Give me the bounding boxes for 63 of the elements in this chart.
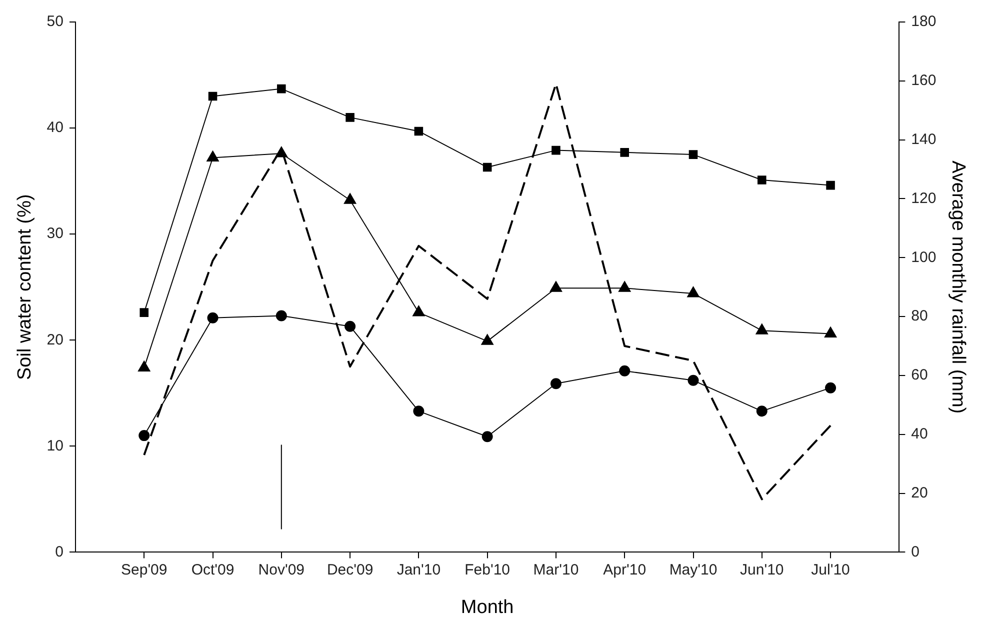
point <box>276 310 287 322</box>
x-tick-label: Mar'10 <box>533 561 579 578</box>
point <box>208 92 218 101</box>
y-axis-title: Soil water content (%) <box>14 194 36 380</box>
y-tick-label: 0 <box>55 543 64 560</box>
point <box>826 180 835 190</box>
x-tick-label: May'10 <box>669 561 718 578</box>
x-tick-label: Feb'10 <box>464 561 510 578</box>
y2-tick-label: 100 <box>911 248 936 266</box>
point <box>756 406 768 417</box>
point <box>346 113 354 122</box>
y2-tick-label: 0 <box>911 543 920 560</box>
y2-tick-label: 40 <box>911 426 928 443</box>
point <box>206 150 219 162</box>
point <box>414 126 424 136</box>
y2-tick-label: 120 <box>911 190 936 207</box>
point <box>687 286 700 298</box>
y2-tick-label: 80 <box>911 308 928 325</box>
y-tick-label: 50 <box>46 13 64 30</box>
point <box>550 281 562 292</box>
point <box>277 84 286 94</box>
point <box>824 326 837 338</box>
point <box>756 324 768 334</box>
x-tick-label: Nov'09 <box>258 561 305 578</box>
y-tick-label: 40 <box>46 119 64 136</box>
point <box>552 146 560 155</box>
point <box>688 374 699 386</box>
point <box>758 176 766 184</box>
x-tick-label: Oct'09 <box>191 561 234 578</box>
x-tick-label: Sep'09 <box>121 561 168 578</box>
y-tick-label: 20 <box>46 331 64 348</box>
y-tick-label: 10 <box>46 437 64 454</box>
x-axis-title: Month <box>460 596 514 618</box>
y-tick-label: 30 <box>46 225 64 242</box>
point <box>138 430 150 442</box>
x-tick-label: Jun'10 <box>740 561 784 578</box>
x-tick-label: Jan'10 <box>396 561 441 578</box>
point <box>140 308 149 317</box>
point <box>825 382 836 394</box>
x-tick-label: Dec'09 <box>326 561 374 578</box>
x-tick-label: Apr'10 <box>603 561 646 578</box>
point <box>413 406 424 417</box>
point <box>275 146 288 158</box>
y2-tick-label: 160 <box>911 72 936 90</box>
point <box>620 148 629 157</box>
y2-axis-title: Average monthly rainfall (mm) <box>947 160 968 414</box>
y2-tick-label: 180 <box>911 13 936 30</box>
point <box>688 150 698 159</box>
point <box>482 431 493 442</box>
point <box>138 360 150 372</box>
y2-tick-label: 140 <box>911 130 936 148</box>
point <box>412 306 425 316</box>
y2-tick-label: 20 <box>911 484 928 502</box>
point <box>344 320 356 332</box>
point <box>482 162 492 172</box>
point <box>344 193 356 204</box>
point <box>619 365 630 376</box>
point <box>207 312 218 324</box>
point <box>618 281 631 292</box>
y2-tick-label: 60 <box>911 366 928 384</box>
point <box>550 378 562 390</box>
x-tick-label: Jul'10 <box>811 561 850 578</box>
point <box>481 334 494 345</box>
